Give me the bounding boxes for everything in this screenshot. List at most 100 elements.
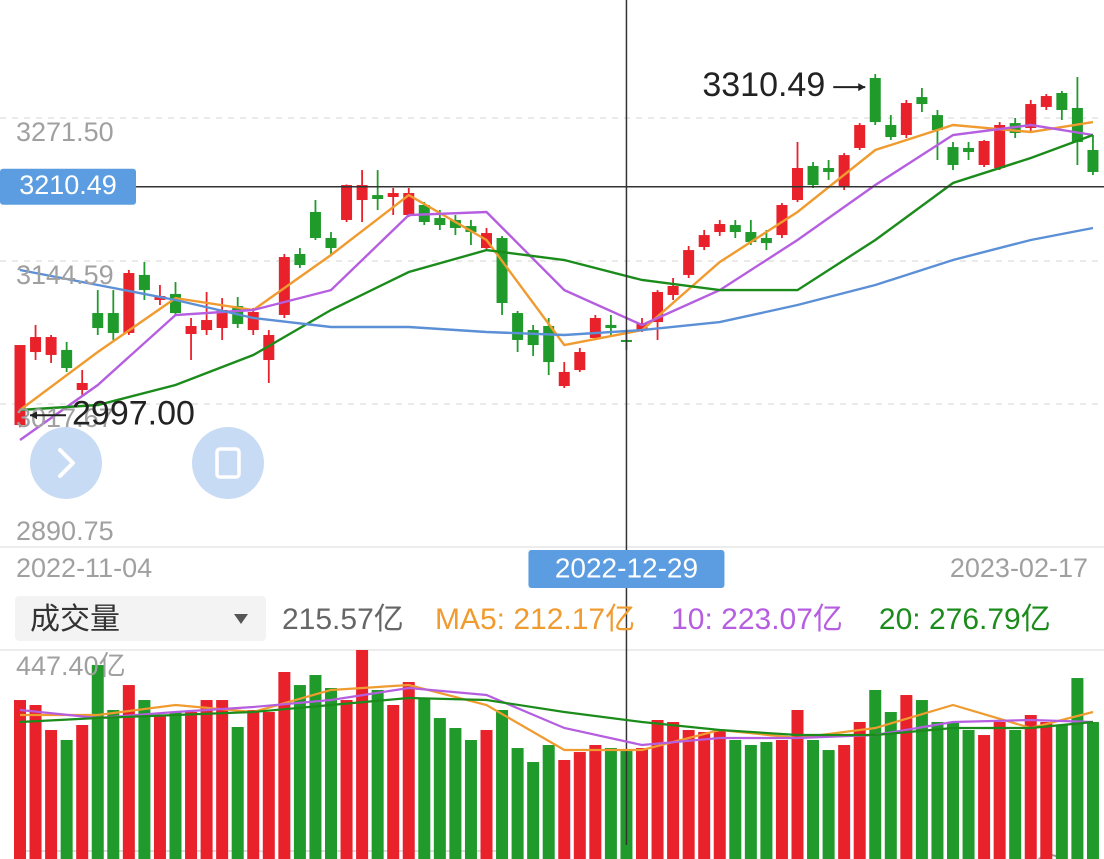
volume-bar bbox=[464, 740, 477, 859]
candle-body bbox=[900, 103, 912, 136]
candle-body bbox=[123, 273, 135, 333]
candle-body bbox=[807, 166, 819, 186]
legend-entry: MA5: 212.17亿 bbox=[435, 603, 635, 636]
candle-body bbox=[201, 320, 213, 331]
candle-body bbox=[792, 168, 803, 201]
volume-bar bbox=[807, 740, 820, 859]
candle-body bbox=[869, 78, 881, 123]
volume-bar bbox=[138, 700, 151, 859]
candle-body bbox=[760, 237, 772, 244]
volume-bar bbox=[1040, 722, 1053, 859]
candle-body bbox=[683, 250, 695, 275]
volume-dropdown[interactable] bbox=[15, 596, 266, 641]
candle-body bbox=[185, 325, 197, 334]
volume-bar bbox=[884, 712, 897, 859]
volume-bar bbox=[838, 745, 851, 859]
volume-bar bbox=[651, 719, 664, 859]
volume-bar bbox=[791, 710, 804, 859]
volume-bar bbox=[1071, 678, 1084, 859]
candle-body bbox=[61, 349, 73, 369]
ma-line bbox=[19, 133, 1094, 412]
candle-body bbox=[30, 337, 42, 353]
volume-ma-line bbox=[19, 686, 1094, 747]
volume-bar bbox=[993, 722, 1006, 859]
y-tick-label: 3398.42 bbox=[16, 0, 114, 4]
candle-body bbox=[543, 325, 555, 363]
volume-bar bbox=[91, 665, 104, 859]
candle-body bbox=[434, 218, 446, 226]
candle-body bbox=[92, 313, 104, 329]
volume-bar bbox=[744, 745, 757, 859]
volume-bar bbox=[480, 730, 493, 859]
volume-bar bbox=[667, 722, 680, 859]
volume-bar bbox=[387, 705, 400, 859]
volume-bar bbox=[356, 650, 369, 859]
volume-bar bbox=[45, 730, 58, 859]
candle-body bbox=[1025, 104, 1037, 129]
dropdown-arrow bbox=[234, 614, 248, 624]
volume-bar bbox=[200, 700, 213, 859]
expand-button[interactable] bbox=[30, 427, 102, 499]
candle-body bbox=[170, 293, 181, 314]
candle-body bbox=[449, 219, 461, 228]
candle-body bbox=[294, 253, 306, 266]
candle-body bbox=[325, 237, 337, 249]
candle-body bbox=[356, 185, 368, 201]
candle-body bbox=[527, 330, 539, 346]
volume-bar bbox=[496, 710, 509, 859]
volume-bar bbox=[418, 698, 431, 859]
candle-body bbox=[278, 257, 290, 315]
volume-bar bbox=[775, 740, 788, 859]
volume-bar bbox=[931, 722, 944, 859]
volume-bar bbox=[604, 748, 617, 859]
crosshair-price-box bbox=[0, 168, 136, 205]
candle-body bbox=[652, 291, 664, 323]
volume-bar bbox=[962, 730, 975, 859]
volume-bar bbox=[153, 715, 166, 859]
candle-body bbox=[1056, 92, 1068, 111]
volume-bar bbox=[216, 700, 229, 859]
candle-body bbox=[963, 147, 975, 153]
volume-bar bbox=[589, 745, 602, 859]
crosshair-date: 2022-12-29 bbox=[555, 552, 698, 583]
crosshair-date-box bbox=[528, 550, 725, 588]
volume-readout: 215.57亿 bbox=[282, 603, 404, 636]
y-tick-label: 3017.67 bbox=[16, 403, 114, 433]
candle-body bbox=[341, 185, 353, 220]
ma-line bbox=[19, 120, 1094, 411]
volume-bar bbox=[978, 735, 991, 859]
ma-line bbox=[19, 226, 1094, 337]
legend-entry: 20: 276.79亿 bbox=[879, 603, 1051, 636]
candle-body bbox=[745, 232, 757, 243]
candle-body bbox=[885, 124, 897, 138]
volume-bar bbox=[1055, 725, 1068, 859]
x-tick-label: 2022-11-04 bbox=[16, 553, 152, 583]
y-tick-label: 447.40亿 bbox=[16, 651, 126, 681]
max-arrowhead bbox=[858, 83, 866, 92]
volume-bar bbox=[713, 730, 726, 859]
volume-bar bbox=[325, 688, 337, 859]
volume-bar bbox=[309, 675, 322, 859]
volume-bar bbox=[698, 732, 711, 859]
max-label: 3310.49 bbox=[702, 66, 825, 104]
volume-bar bbox=[185, 712, 198, 859]
volume-bar bbox=[433, 718, 446, 859]
y-tick-label: 3271.50 bbox=[16, 117, 114, 147]
legend-entry: 10: 223.07亿 bbox=[671, 603, 843, 636]
candle-body bbox=[512, 313, 524, 340]
candle-body bbox=[263, 335, 275, 361]
volume-bar bbox=[729, 740, 742, 859]
volume-bar bbox=[869, 690, 882, 859]
volume-bar bbox=[29, 705, 42, 859]
volume-bar bbox=[60, 740, 73, 859]
candle-body bbox=[403, 193, 415, 216]
rotate-button[interactable] bbox=[192, 427, 264, 499]
candle-body bbox=[496, 237, 508, 304]
candle-body bbox=[729, 225, 741, 233]
volume-bar bbox=[262, 712, 275, 859]
expand-icon bbox=[58, 448, 75, 478]
candle-body bbox=[372, 195, 384, 200]
candle-body bbox=[14, 345, 26, 426]
volume-ma-line bbox=[20, 683, 1094, 752]
